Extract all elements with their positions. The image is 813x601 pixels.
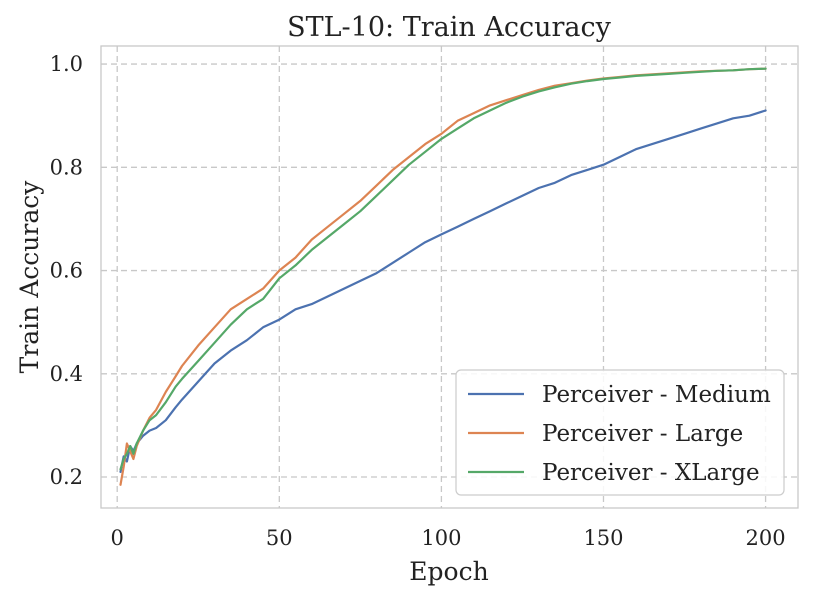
legend-label: Perceiver - Medium bbox=[542, 382, 771, 408]
legend: Perceiver - Medium Perceiver - Large Perce… bbox=[455, 369, 785, 496]
series-line-2 bbox=[119, 67, 767, 471]
x-tick-label: 150 bbox=[583, 526, 623, 550]
x-tick-label: 100 bbox=[421, 526, 461, 550]
x-tick-label: 50 bbox=[266, 526, 293, 550]
chart-title: STL-10: Train Accuracy bbox=[287, 12, 611, 43]
y-tick-label: 1.0 bbox=[50, 52, 83, 76]
y-tick-label: 0.8 bbox=[50, 155, 83, 179]
legend-label: Perceiver - XLarge bbox=[542, 460, 760, 486]
legend-label: Perceiver - Large bbox=[542, 421, 743, 447]
y-tick-label: 0.2 bbox=[50, 465, 83, 489]
plot-frame bbox=[100, 45, 799, 509]
tick-labels: 0 50 100 150 200 0.2 0.4 0.6 0.8 1.0 bbox=[50, 52, 786, 550]
y-tick-label: 0.6 bbox=[50, 259, 83, 283]
y-axis-label: Train Accuracy bbox=[15, 180, 44, 374]
y-tick-label: 0.4 bbox=[50, 362, 83, 386]
x-tick-label: 200 bbox=[746, 526, 786, 550]
x-axis-label: Epoch bbox=[409, 557, 488, 586]
series-lines bbox=[119, 67, 767, 486]
x-tick-label: 0 bbox=[111, 526, 124, 550]
legend-box bbox=[455, 369, 785, 496]
series-line-0 bbox=[119, 109, 767, 473]
